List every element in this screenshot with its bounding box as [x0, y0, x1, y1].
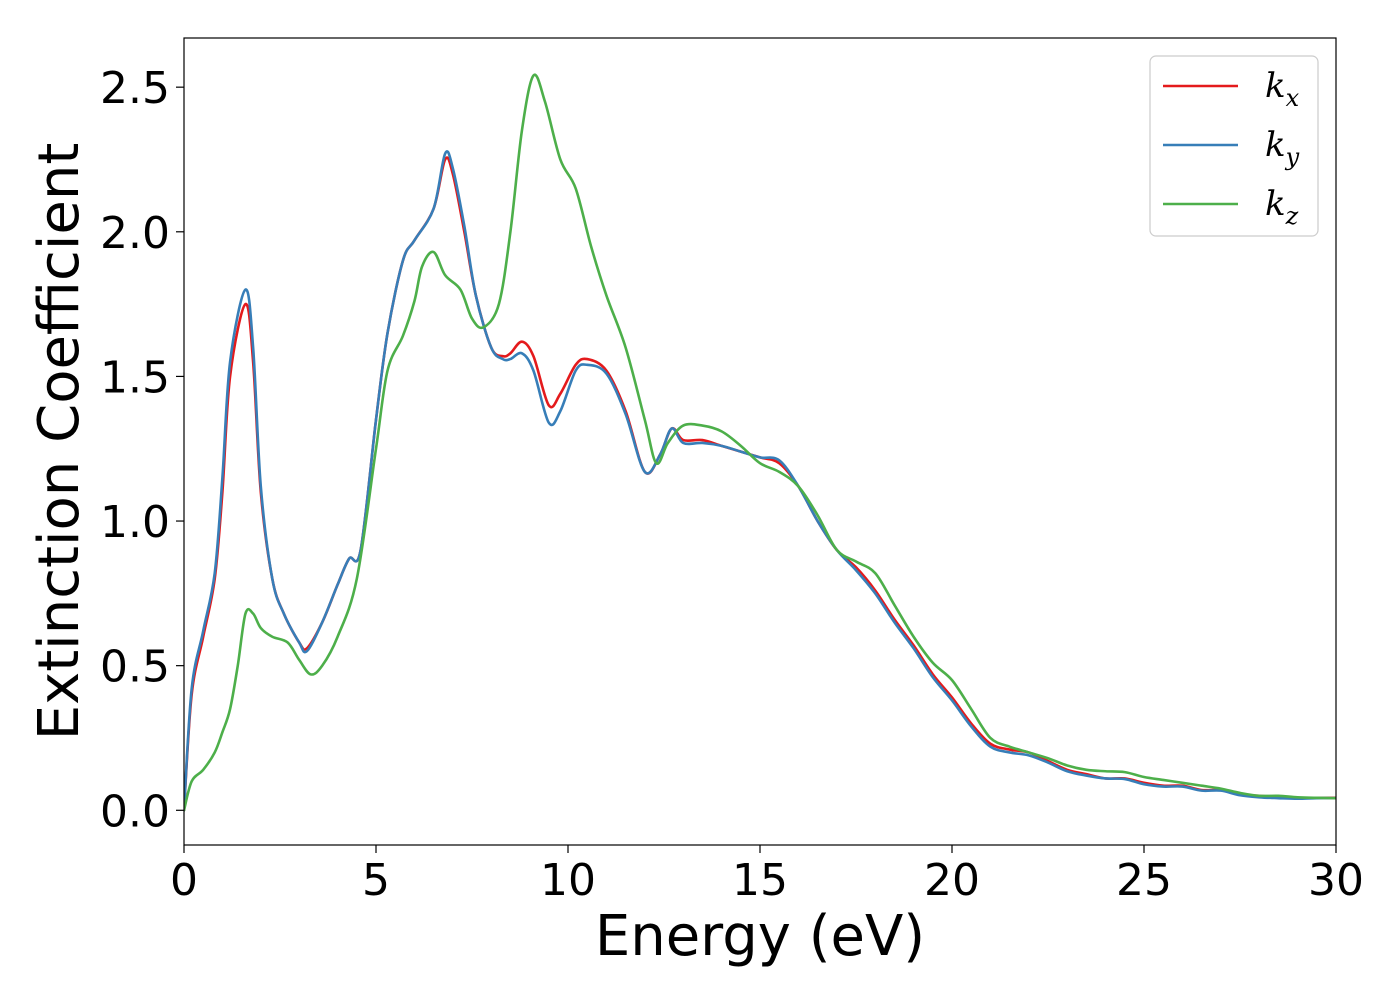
legend-label-base: k: [1265, 184, 1286, 224]
axis-ticks: 0 5 10 15 20 25 30 0.0 0.5 1.0 1.5 2.0 2.5: [100, 63, 1364, 906]
series-line-k-y: [184, 150, 1336, 812]
y-tick-label: 0.0: [100, 786, 170, 837]
legend-label-k-y: ky: [1265, 125, 1300, 171]
legend-label-k-z: kz: [1265, 184, 1299, 230]
x-tick-label: 25: [1116, 855, 1172, 906]
plot-frame: [183, 37, 1337, 846]
plot-area: [184, 73, 1336, 812]
x-tick-label: 10: [540, 855, 596, 906]
legend-label-base: k: [1265, 66, 1286, 106]
legend-label-subscript: y: [1285, 143, 1300, 171]
x-tick-label: 30: [1308, 855, 1364, 906]
legend-label-subscript: x: [1286, 84, 1300, 112]
y-axis-label: Extinction Coefficient: [27, 143, 92, 741]
series-line-k-z: [184, 73, 1336, 812]
x-tick-label: 5: [362, 855, 390, 906]
y-tick-label: 1.0: [100, 497, 170, 548]
x-tick-label: 15: [732, 855, 788, 906]
y-tick-label: 1.5: [100, 352, 170, 403]
x-axis-label: Energy (eV): [595, 904, 925, 969]
legend-label-base: k: [1265, 125, 1286, 165]
y-tick-label: 2.0: [100, 208, 170, 259]
y-tick-label: 2.5: [100, 63, 170, 114]
legend-label-k-x: kx: [1265, 66, 1300, 112]
x-tick-label: 20: [924, 855, 980, 906]
legend-label-subscript: z: [1285, 202, 1299, 230]
x-tick-label: 0: [170, 855, 198, 906]
y-tick-label: 0.5: [100, 642, 170, 693]
